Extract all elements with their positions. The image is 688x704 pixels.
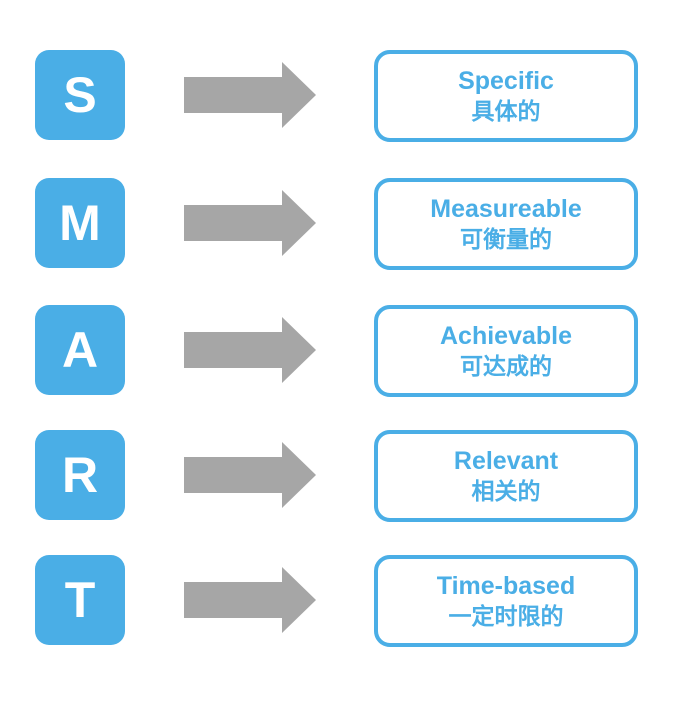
term-box-measureable: Measureable 可衡量的 [374,178,638,270]
right-arrow-icon [184,62,316,128]
term-chinese: 可衡量的 [460,227,552,253]
term-chinese: 可达成的 [460,354,552,380]
term-box-time-based: Time-based 一定时限的 [374,555,638,647]
letter-box-r: R [35,430,125,520]
row-r: R Relevant 相关的 [0,430,688,522]
letter-box-a: A [35,305,125,395]
row-a: A Achievable 可达成的 [0,305,688,397]
term-box-specific: Specific 具体的 [374,50,638,142]
term-english: Achievable [439,322,572,350]
row-m: M Measureable 可衡量的 [0,178,688,270]
term-english: Specific [458,67,554,95]
right-arrow-icon [184,190,316,256]
letter-box-t: T [35,555,125,645]
right-arrow-icon [184,442,316,508]
letter-box-s: S [35,50,125,140]
term-box-achievable: Achievable 可达成的 [374,305,638,397]
letter-box-m: M [35,178,125,268]
term-chinese: 具体的 [471,99,541,125]
term-english: Measureable [430,195,582,223]
term-english: Time-based [436,572,576,600]
term-chinese: 相关的 [471,479,541,505]
right-arrow-icon [184,317,316,383]
row-t: T Time-based 一定时限的 [0,555,688,647]
term-chinese: 一定时限的 [448,604,564,630]
row-s: S Specific 具体的 [0,50,688,142]
term-english: Relevant [453,447,559,475]
term-box-relevant: Relevant 相关的 [374,430,638,522]
right-arrow-icon [184,567,316,633]
